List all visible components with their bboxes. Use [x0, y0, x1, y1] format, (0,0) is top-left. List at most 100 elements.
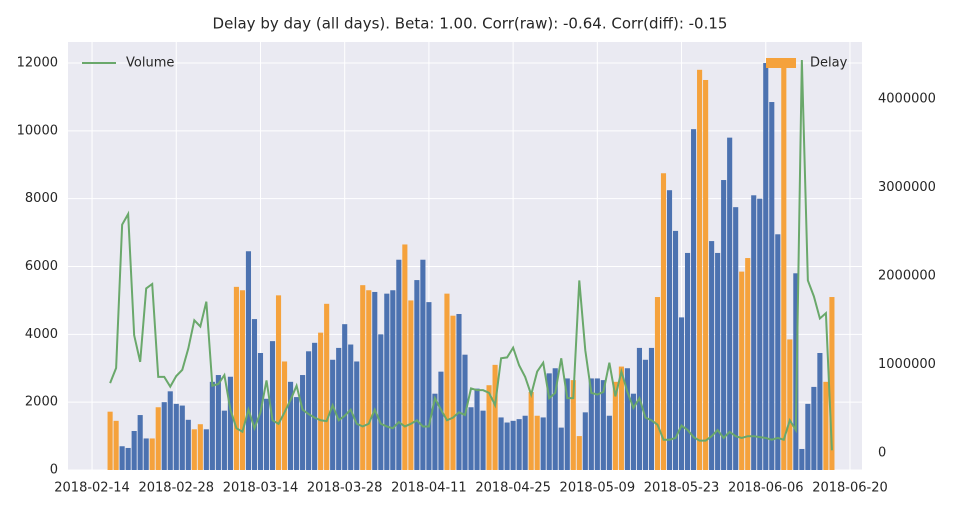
bar	[781, 59, 787, 470]
bar	[342, 324, 348, 470]
bar	[432, 393, 438, 470]
bar	[829, 297, 835, 470]
bar	[763, 63, 769, 470]
bar	[390, 290, 396, 470]
bar	[709, 241, 715, 470]
bar	[570, 380, 576, 470]
bar	[372, 291, 378, 470]
bar	[456, 313, 462, 470]
bar	[552, 368, 558, 470]
y-tick-label: 6000	[25, 259, 58, 274]
bar	[672, 230, 679, 470]
bar	[769, 102, 775, 470]
bar	[197, 424, 203, 470]
bar	[648, 347, 655, 470]
bar	[203, 429, 209, 470]
bar	[576, 436, 582, 470]
y2-tick-label: 2000000	[878, 269, 936, 284]
bar	[426, 302, 432, 470]
x-tick-label: 2018-05-23	[644, 481, 720, 496]
bar	[402, 244, 408, 470]
bar	[811, 386, 817, 470]
bar	[606, 415, 612, 470]
bar	[636, 347, 642, 470]
bar	[420, 259, 426, 470]
legend-swatch	[766, 58, 796, 68]
bar	[131, 430, 137, 470]
bar	[239, 290, 245, 470]
bar	[161, 402, 167, 470]
bar	[233, 286, 239, 470]
bar	[245, 251, 252, 470]
bar	[119, 446, 125, 470]
bar	[167, 391, 173, 470]
bar	[185, 419, 191, 470]
bar	[414, 280, 420, 470]
bar	[318, 332, 324, 470]
x-tick-label: 2018-04-25	[475, 481, 551, 496]
bar	[366, 290, 372, 470]
y-tick-label: 8000	[25, 191, 58, 206]
bar	[330, 359, 336, 470]
bar	[480, 410, 486, 470]
bar	[787, 339, 793, 470]
y-tick-label: 4000	[25, 327, 58, 342]
y-tick-label: 12000	[17, 56, 58, 71]
bar	[751, 195, 757, 470]
bar	[281, 361, 288, 470]
bar	[630, 393, 636, 470]
bar	[691, 129, 697, 470]
bar	[215, 375, 221, 470]
bar	[450, 315, 456, 470]
bar	[516, 419, 522, 470]
bar	[384, 293, 390, 470]
bar	[306, 351, 312, 470]
bar	[354, 361, 360, 470]
bar	[733, 207, 739, 470]
bar	[300, 375, 306, 470]
bar	[715, 252, 721, 470]
bar	[227, 376, 233, 470]
y2-tick-label: 3000000	[878, 180, 936, 195]
bar	[721, 180, 727, 471]
bar	[312, 342, 318, 470]
y-tick-label: 2000	[25, 395, 58, 410]
bar	[624, 368, 630, 470]
bar	[666, 190, 673, 470]
bar	[546, 373, 552, 470]
bar	[107, 411, 113, 470]
bar	[739, 271, 745, 470]
y2-tick-label: 0	[878, 446, 886, 461]
bar	[528, 391, 534, 470]
x-tick-label: 2018-03-28	[307, 481, 383, 496]
x-tick-label: 2018-02-14	[54, 481, 130, 496]
x-tick-label: 2018-04-11	[391, 481, 467, 496]
labels: 0 2000 4000 6000 8000 10000 12000 0 1000000 20000…	[17, 56, 936, 496]
marks	[107, 59, 835, 471]
x-tick-label: 2018-03-14	[223, 481, 299, 496]
bar	[799, 448, 805, 470]
bar	[408, 300, 414, 470]
bar	[805, 403, 811, 470]
bar	[294, 397, 300, 470]
bar	[125, 447, 131, 470]
bar	[444, 293, 450, 470]
bar	[486, 385, 492, 470]
bar	[474, 388, 480, 470]
bar	[558, 427, 564, 470]
bar	[336, 347, 342, 470]
bar	[113, 420, 119, 470]
bar	[685, 252, 691, 470]
bar	[582, 412, 588, 470]
bar	[173, 403, 179, 470]
bar	[396, 259, 402, 470]
bar	[594, 378, 600, 470]
y-tick-label: 0	[50, 463, 58, 478]
bar	[492, 364, 498, 470]
bar	[324, 303, 330, 470]
bar	[817, 352, 823, 470]
bar	[191, 429, 197, 470]
bar	[468, 407, 474, 470]
